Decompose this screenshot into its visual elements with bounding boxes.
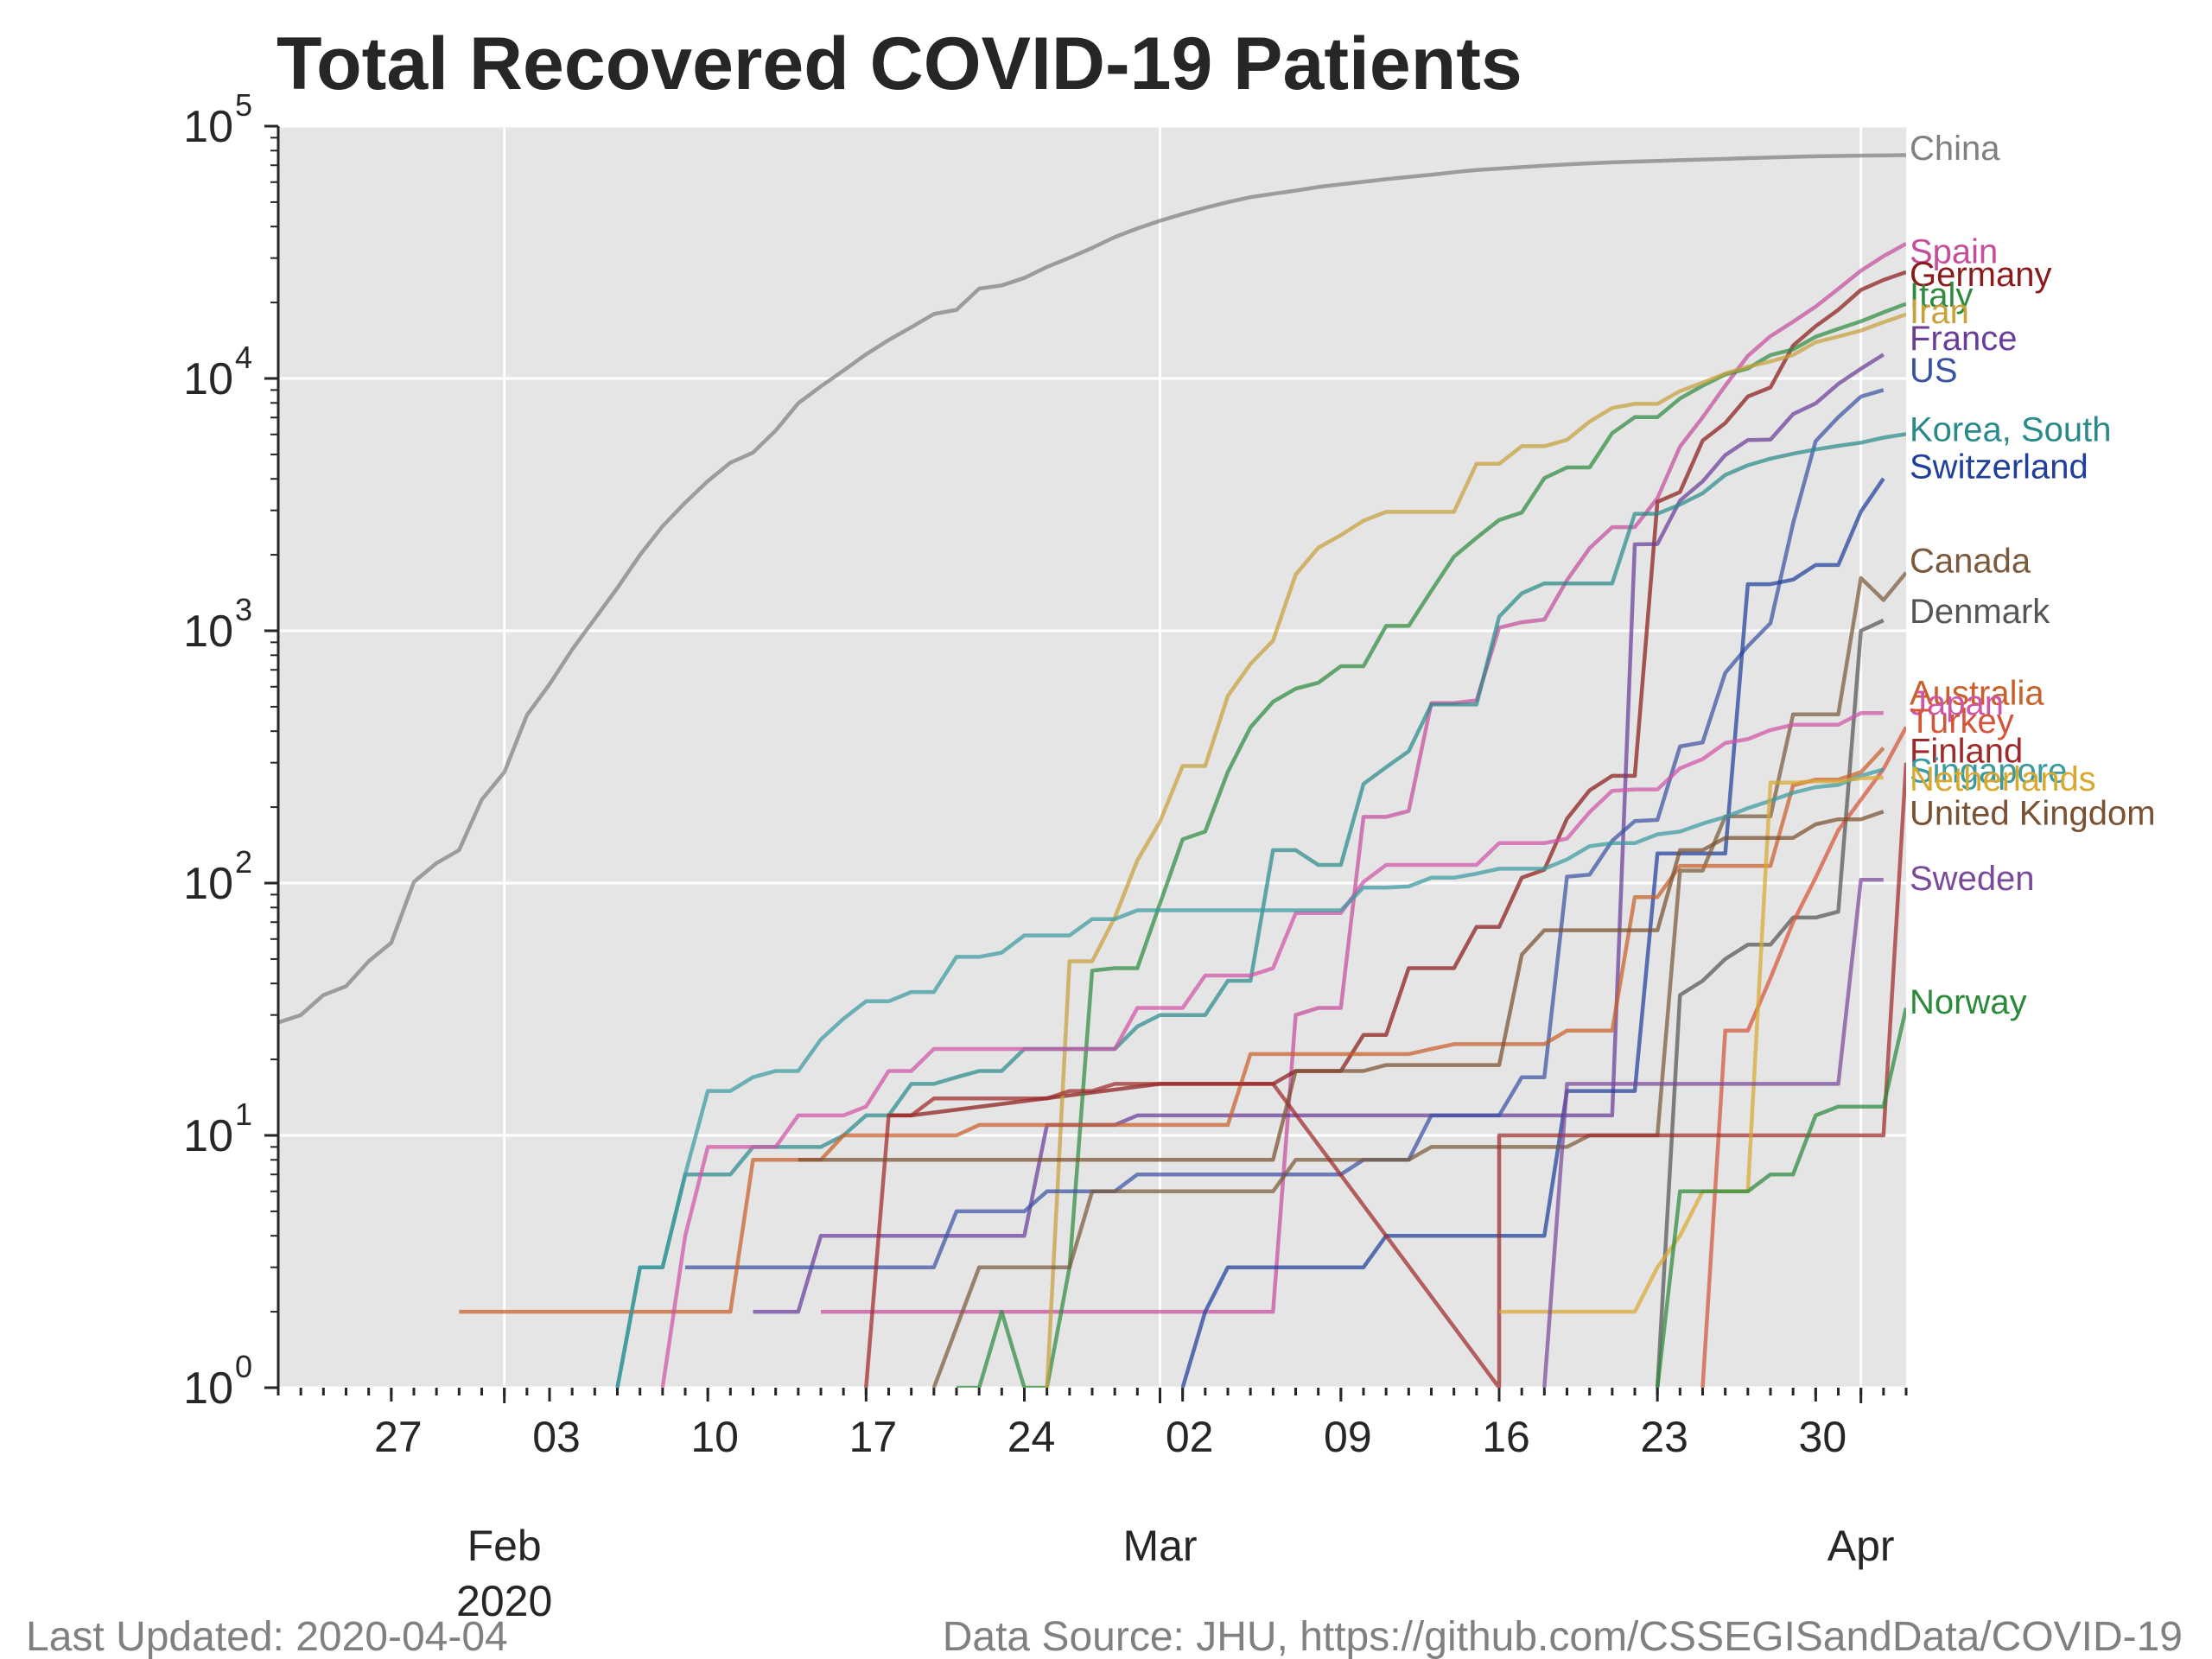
plot-area xyxy=(278,126,1906,1388)
grid xyxy=(278,124,1906,1389)
footer-last-updated: Last Updated: 2020-04-04 xyxy=(26,1614,508,1659)
x-tick-label: 09 xyxy=(1324,1413,1372,1461)
series-line-china xyxy=(278,153,1906,1025)
footer-data-source: Data Source: JHU, https://github.com/CSS… xyxy=(943,1614,2183,1659)
series-label-italy: Italy xyxy=(1910,276,1973,315)
y-tick-label: 10 xyxy=(183,102,233,152)
x-month-label: Feb xyxy=(467,1522,542,1570)
series-label-japan: Japan xyxy=(1910,684,2004,722)
series-label-germany: Germany xyxy=(1910,256,2052,294)
x-axis: 27 03 10 17 24 02 09 16 23 30 Feb 2020 Mar Apr xyxy=(276,1388,1908,1625)
series-label-spain: Spain xyxy=(1910,232,1998,270)
y-tick-label: 10 xyxy=(183,1363,233,1414)
series-label-switzerland: Switzerland xyxy=(1910,448,2088,486)
x-tick-label: 16 xyxy=(1482,1413,1530,1461)
series-line-japan xyxy=(660,710,1884,1388)
y-tick-label: 10 xyxy=(183,607,233,657)
series-label-australia: Australia xyxy=(1910,674,2044,712)
y-tick-label: 10 xyxy=(183,859,233,909)
y-tick-exponent: 2 xyxy=(235,844,252,880)
series-line-finland xyxy=(864,762,1906,1388)
x-tick-label: 03 xyxy=(532,1413,581,1461)
series-group xyxy=(278,153,1906,1388)
series-line-switzerland xyxy=(1180,477,1885,1388)
series-label-iran: Iran xyxy=(1910,293,1969,331)
series-label-netherlands: Netherlands xyxy=(1910,760,2096,798)
x-tick-label: 27 xyxy=(374,1413,423,1461)
series-label-denmark: Denmark xyxy=(1910,593,2050,631)
series-label-korea-south: Korea, South xyxy=(1910,411,2112,449)
series-line-united-kingdom xyxy=(798,810,1885,1162)
x-month-label: Apr xyxy=(1827,1522,1895,1570)
chart-title: Total Recovered COVID-19 Patients xyxy=(276,22,1522,105)
x-year-label: 2020 xyxy=(456,1577,552,1625)
series-label-france: France xyxy=(1910,320,2018,358)
x-month-label: Mar xyxy=(1122,1522,1197,1570)
series-line-netherlands xyxy=(1499,775,1884,1314)
series-lines xyxy=(278,153,1906,1388)
y-tick-label: 10 xyxy=(183,1111,233,1161)
x-tick-label: 10 xyxy=(690,1413,739,1461)
series-line-canada xyxy=(931,571,1906,1388)
series-line-spain xyxy=(821,242,1906,1314)
series-label-sweden: Sweden xyxy=(1910,860,2035,898)
series-line-sweden xyxy=(1542,878,1884,1388)
y-tick-exponent: 3 xyxy=(235,592,252,627)
series-label-singapore: Singapore xyxy=(1910,752,2067,790)
series-line-australia xyxy=(459,747,1885,1314)
x-tick-label: 24 xyxy=(1007,1413,1056,1461)
series-line-korea-south xyxy=(615,432,1906,1388)
series-label-china: China xyxy=(1910,130,2000,168)
series-line-france xyxy=(753,353,1885,1314)
series-label-finland: Finland xyxy=(1910,733,2023,771)
series-label-turkey: Turkey xyxy=(1910,702,2014,741)
series-line-singapore xyxy=(615,767,1885,1388)
series-label-us: US xyxy=(1910,352,1958,390)
series-label-canada: Canada xyxy=(1910,543,2031,581)
series-line-norway xyxy=(1655,1007,1906,1388)
series-label-norway: Norway xyxy=(1910,983,2027,1021)
series-label-united-kingdom: United Kingdom xyxy=(1910,795,2156,833)
x-tick-label: 02 xyxy=(1166,1413,1214,1461)
x-tick-label: 17 xyxy=(849,1413,898,1461)
x-tick-label: 30 xyxy=(1799,1413,1847,1461)
y-tick-exponent: 4 xyxy=(235,340,252,375)
series-line-turkey xyxy=(1700,726,1906,1388)
y-tick-exponent: 0 xyxy=(235,1349,252,1384)
y-tick-exponent: 1 xyxy=(235,1096,252,1132)
x-tick-label: 23 xyxy=(1640,1413,1688,1461)
y-tick-label: 10 xyxy=(183,354,233,404)
series-line-iran xyxy=(1045,312,1906,1388)
y-tick-exponent: 5 xyxy=(235,87,252,123)
